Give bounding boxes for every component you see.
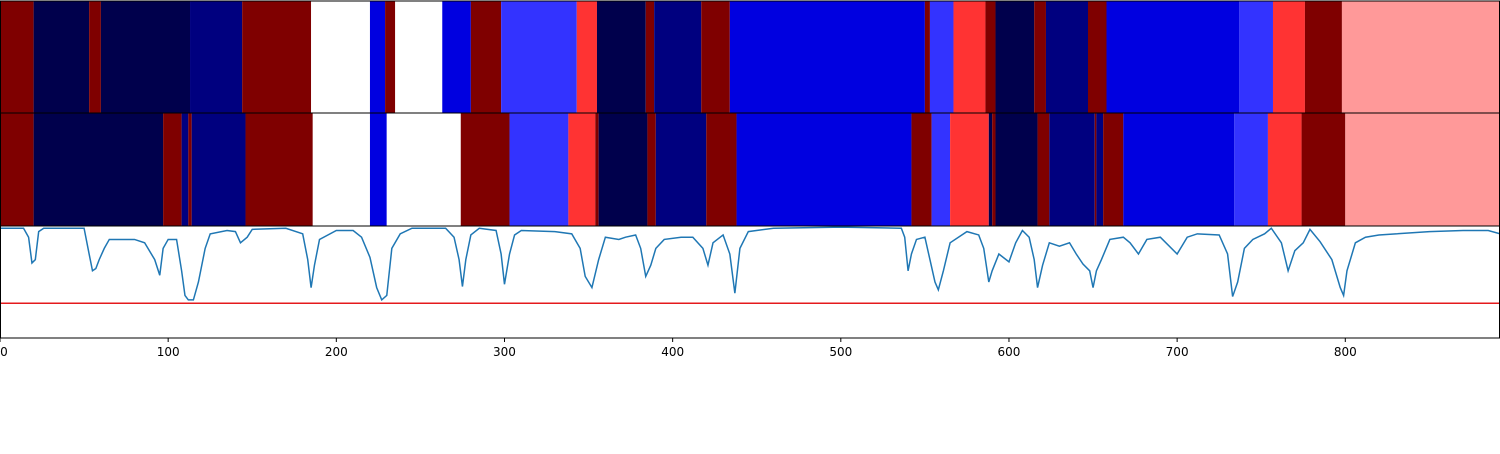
- segment: [1103, 113, 1124, 226]
- segment: [1123, 113, 1235, 226]
- segment: [576, 1, 597, 113]
- x-tick-label: 600: [998, 345, 1021, 359]
- segment: [929, 1, 954, 113]
- segment: [1239, 1, 1273, 113]
- segment: [100, 1, 191, 113]
- segment: [442, 1, 471, 113]
- segment: [312, 113, 370, 226]
- x-tick-label: 700: [1166, 345, 1189, 359]
- x-tick-label: 400: [661, 345, 684, 359]
- segment: [595, 113, 599, 226]
- segment: [568, 113, 596, 226]
- segment: [1341, 1, 1500, 113]
- segment: [992, 113, 996, 226]
- segment: [501, 1, 577, 113]
- segment: [995, 113, 1038, 226]
- x-tick-label: 0: [0, 345, 8, 359]
- segment: [1096, 113, 1104, 226]
- segment: [1301, 113, 1346, 226]
- segment: [596, 1, 646, 113]
- segment: [181, 113, 189, 226]
- segment: [1106, 1, 1240, 113]
- segment: [245, 113, 313, 226]
- segment: [931, 113, 951, 226]
- segment: [190, 1, 243, 113]
- segment: [1345, 113, 1500, 226]
- segment: [988, 113, 993, 226]
- segment: [985, 1, 996, 113]
- segment: [191, 113, 246, 226]
- segment: [1304, 1, 1342, 113]
- segment: [647, 113, 656, 226]
- segment: [188, 113, 192, 226]
- segment: [385, 1, 396, 113]
- x-tick-label: 800: [1334, 345, 1357, 359]
- segment: [89, 1, 101, 113]
- segment: [460, 113, 510, 226]
- segment: [950, 113, 989, 226]
- segment: [1267, 113, 1302, 226]
- segment: [1272, 1, 1305, 113]
- segment: [1034, 1, 1046, 113]
- segment: [654, 1, 702, 113]
- segment: [1045, 1, 1089, 113]
- segment: [33, 113, 164, 226]
- segment: [924, 1, 930, 113]
- segment: [163, 113, 182, 226]
- segment: [1049, 113, 1095, 226]
- x-tick-label: 300: [493, 345, 516, 359]
- segment: [386, 113, 461, 226]
- x-tick-label: 100: [157, 345, 180, 359]
- segment: [598, 113, 648, 226]
- segment: [953, 1, 986, 113]
- segment: [1234, 113, 1268, 226]
- segment: [701, 1, 730, 113]
- segment: [395, 1, 443, 113]
- segment: [470, 1, 502, 113]
- segment: [311, 1, 370, 113]
- segment: [0, 113, 34, 226]
- segment: [509, 113, 569, 226]
- segment: [995, 1, 1035, 113]
- segment: [736, 113, 912, 226]
- segment: [1088, 1, 1107, 113]
- data-line: [0, 226, 1500, 302]
- segment: [1094, 113, 1097, 226]
- segment: [33, 1, 90, 113]
- segment: [911, 113, 932, 226]
- segment: [655, 113, 707, 226]
- segment: [729, 1, 925, 113]
- segment: [369, 1, 386, 113]
- x-tick-label: 200: [325, 345, 348, 359]
- segment: [242, 1, 312, 113]
- segment: [1037, 113, 1050, 226]
- segment: [645, 1, 655, 113]
- segment: [706, 113, 737, 226]
- panel-frame: [0, 225, 1500, 339]
- x-tick-label: 500: [829, 345, 852, 359]
- segment: [0, 1, 34, 113]
- segment: [369, 113, 387, 226]
